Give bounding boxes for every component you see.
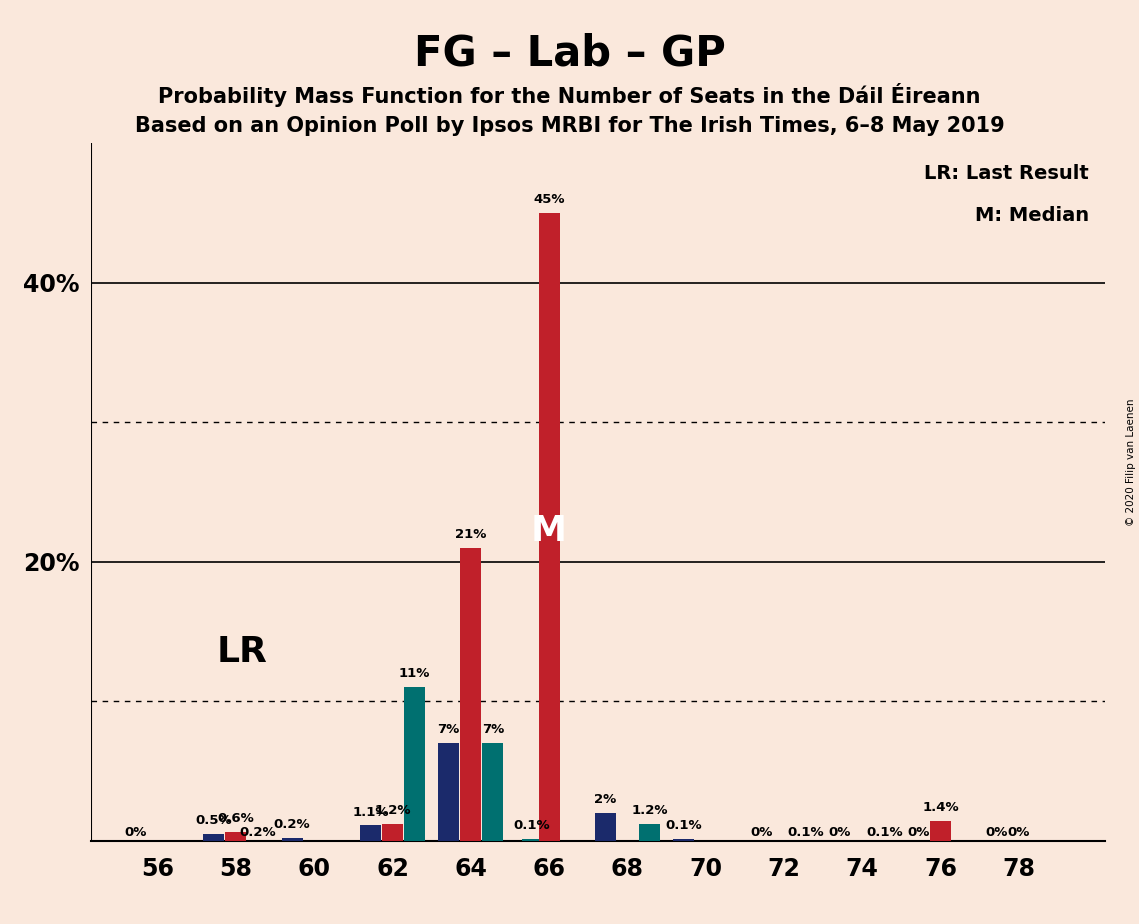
Text: 0.1%: 0.1% xyxy=(788,826,825,839)
Bar xyxy=(929,821,951,841)
Text: 0.2%: 0.2% xyxy=(273,818,310,831)
Bar xyxy=(439,743,459,841)
Text: © 2020 Filip van Laenen: © 2020 Filip van Laenen xyxy=(1126,398,1136,526)
Text: M: Median: M: Median xyxy=(975,206,1089,225)
Text: 0%: 0% xyxy=(751,826,773,839)
Text: 45%: 45% xyxy=(533,193,565,206)
Text: LR: LR xyxy=(216,636,268,670)
Text: 1.2%: 1.2% xyxy=(631,804,667,817)
Bar xyxy=(460,548,482,841)
Text: LR: Last Result: LR: Last Result xyxy=(925,164,1089,183)
Bar xyxy=(483,743,503,841)
Text: 0.1%: 0.1% xyxy=(866,826,902,839)
Bar xyxy=(382,824,403,841)
Text: Probability Mass Function for the Number of Seats in the Dáil Éireann: Probability Mass Function for the Number… xyxy=(158,83,981,107)
Bar xyxy=(360,825,380,841)
Bar xyxy=(673,839,694,841)
Bar xyxy=(595,813,616,841)
Text: 1.2%: 1.2% xyxy=(375,804,411,817)
Text: 0.5%: 0.5% xyxy=(196,814,232,827)
Text: 0.1%: 0.1% xyxy=(514,820,550,833)
Text: 0%: 0% xyxy=(124,826,147,839)
Bar xyxy=(203,833,224,841)
Bar xyxy=(281,838,303,841)
Bar xyxy=(539,213,559,841)
Text: 0%: 0% xyxy=(1008,826,1030,839)
Text: Based on an Opinion Poll by Ipsos MRBI for The Irish Times, 6–8 May 2019: Based on an Opinion Poll by Ipsos MRBI f… xyxy=(134,116,1005,136)
Text: 0.6%: 0.6% xyxy=(218,812,254,825)
Text: 7%: 7% xyxy=(437,723,460,736)
Text: 0%: 0% xyxy=(985,826,1008,839)
Text: 0%: 0% xyxy=(907,826,929,839)
Text: 1.1%: 1.1% xyxy=(352,806,388,819)
Text: 2%: 2% xyxy=(595,793,616,806)
Text: M: M xyxy=(531,514,567,548)
Text: 0.2%: 0.2% xyxy=(240,826,277,839)
Text: 7%: 7% xyxy=(482,723,505,736)
Text: FG – Lab – GP: FG – Lab – GP xyxy=(413,32,726,74)
Bar xyxy=(404,687,425,841)
Text: 0.1%: 0.1% xyxy=(665,820,702,833)
Bar xyxy=(639,824,659,841)
Text: 0%: 0% xyxy=(829,826,851,839)
Bar xyxy=(226,833,246,841)
Text: 1.4%: 1.4% xyxy=(923,801,959,814)
Text: 11%: 11% xyxy=(399,667,431,680)
Text: 21%: 21% xyxy=(456,528,486,541)
Bar xyxy=(522,839,542,841)
